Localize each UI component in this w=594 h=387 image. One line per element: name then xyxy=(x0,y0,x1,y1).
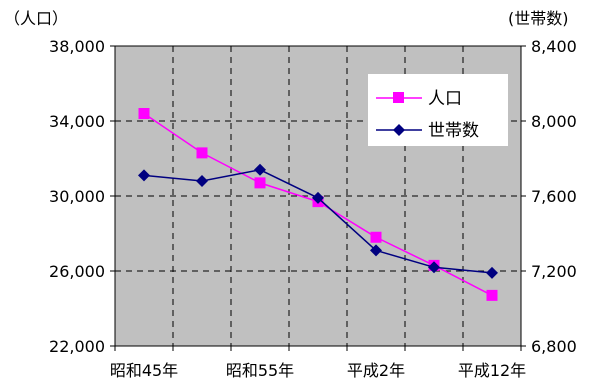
legend-marker-households xyxy=(393,124,405,136)
x-tick-label: 平成2年 xyxy=(347,361,405,380)
data-point-population xyxy=(196,147,208,159)
data-point-households xyxy=(486,266,498,279)
data-point-households xyxy=(370,244,382,257)
right-tick-label: 6,800 xyxy=(531,337,577,356)
legend-label-households: 世帯数 xyxy=(428,121,479,141)
data-point-population xyxy=(370,231,382,243)
data-point-households xyxy=(428,261,440,274)
left-tick-label: 30,000 xyxy=(49,187,105,206)
legend-box xyxy=(368,74,508,146)
x-tick-label: 昭和55年 xyxy=(226,361,294,380)
x-tick-label: 平成12年 xyxy=(458,361,526,380)
right-tick-label: 7,600 xyxy=(531,187,577,206)
right-tick-label: 7,200 xyxy=(531,262,577,281)
data-point-households xyxy=(138,169,150,182)
legend-label-population: 人口 xyxy=(428,89,462,109)
data-point-population xyxy=(254,177,266,189)
right-tick-label: 8,400 xyxy=(531,37,577,56)
data-point-households xyxy=(312,191,324,204)
left-tick-label: 34,000 xyxy=(49,112,105,131)
series-layer xyxy=(138,108,498,301)
data-point-population xyxy=(486,289,498,301)
legend-marker-population xyxy=(393,92,404,103)
left-tick-label: 22,000 xyxy=(49,337,105,356)
left-axis: 22,000 26,000 30,000 34,000 38,000 xyxy=(49,37,115,356)
x-axis: 昭和45年 昭和55年 平成2年 平成12年 xyxy=(110,346,526,380)
left-tick-label: 26,000 xyxy=(49,262,105,281)
data-point-households xyxy=(196,175,208,187)
right-axis: 6,800 7,200 7,600 8,000 8,400 xyxy=(521,37,577,356)
x-tick-label: 昭和45年 xyxy=(110,361,178,380)
y-right-axis-title: (世帯数) xyxy=(508,9,569,28)
data-point-households xyxy=(254,163,266,176)
left-tick-label: 38,000 xyxy=(49,37,105,56)
y-left-axis-title: （人口） xyxy=(4,9,68,28)
right-tick-label: 8,000 xyxy=(531,112,577,131)
legend: 人口 世帯数 xyxy=(368,74,508,146)
data-point-population xyxy=(138,108,150,119)
